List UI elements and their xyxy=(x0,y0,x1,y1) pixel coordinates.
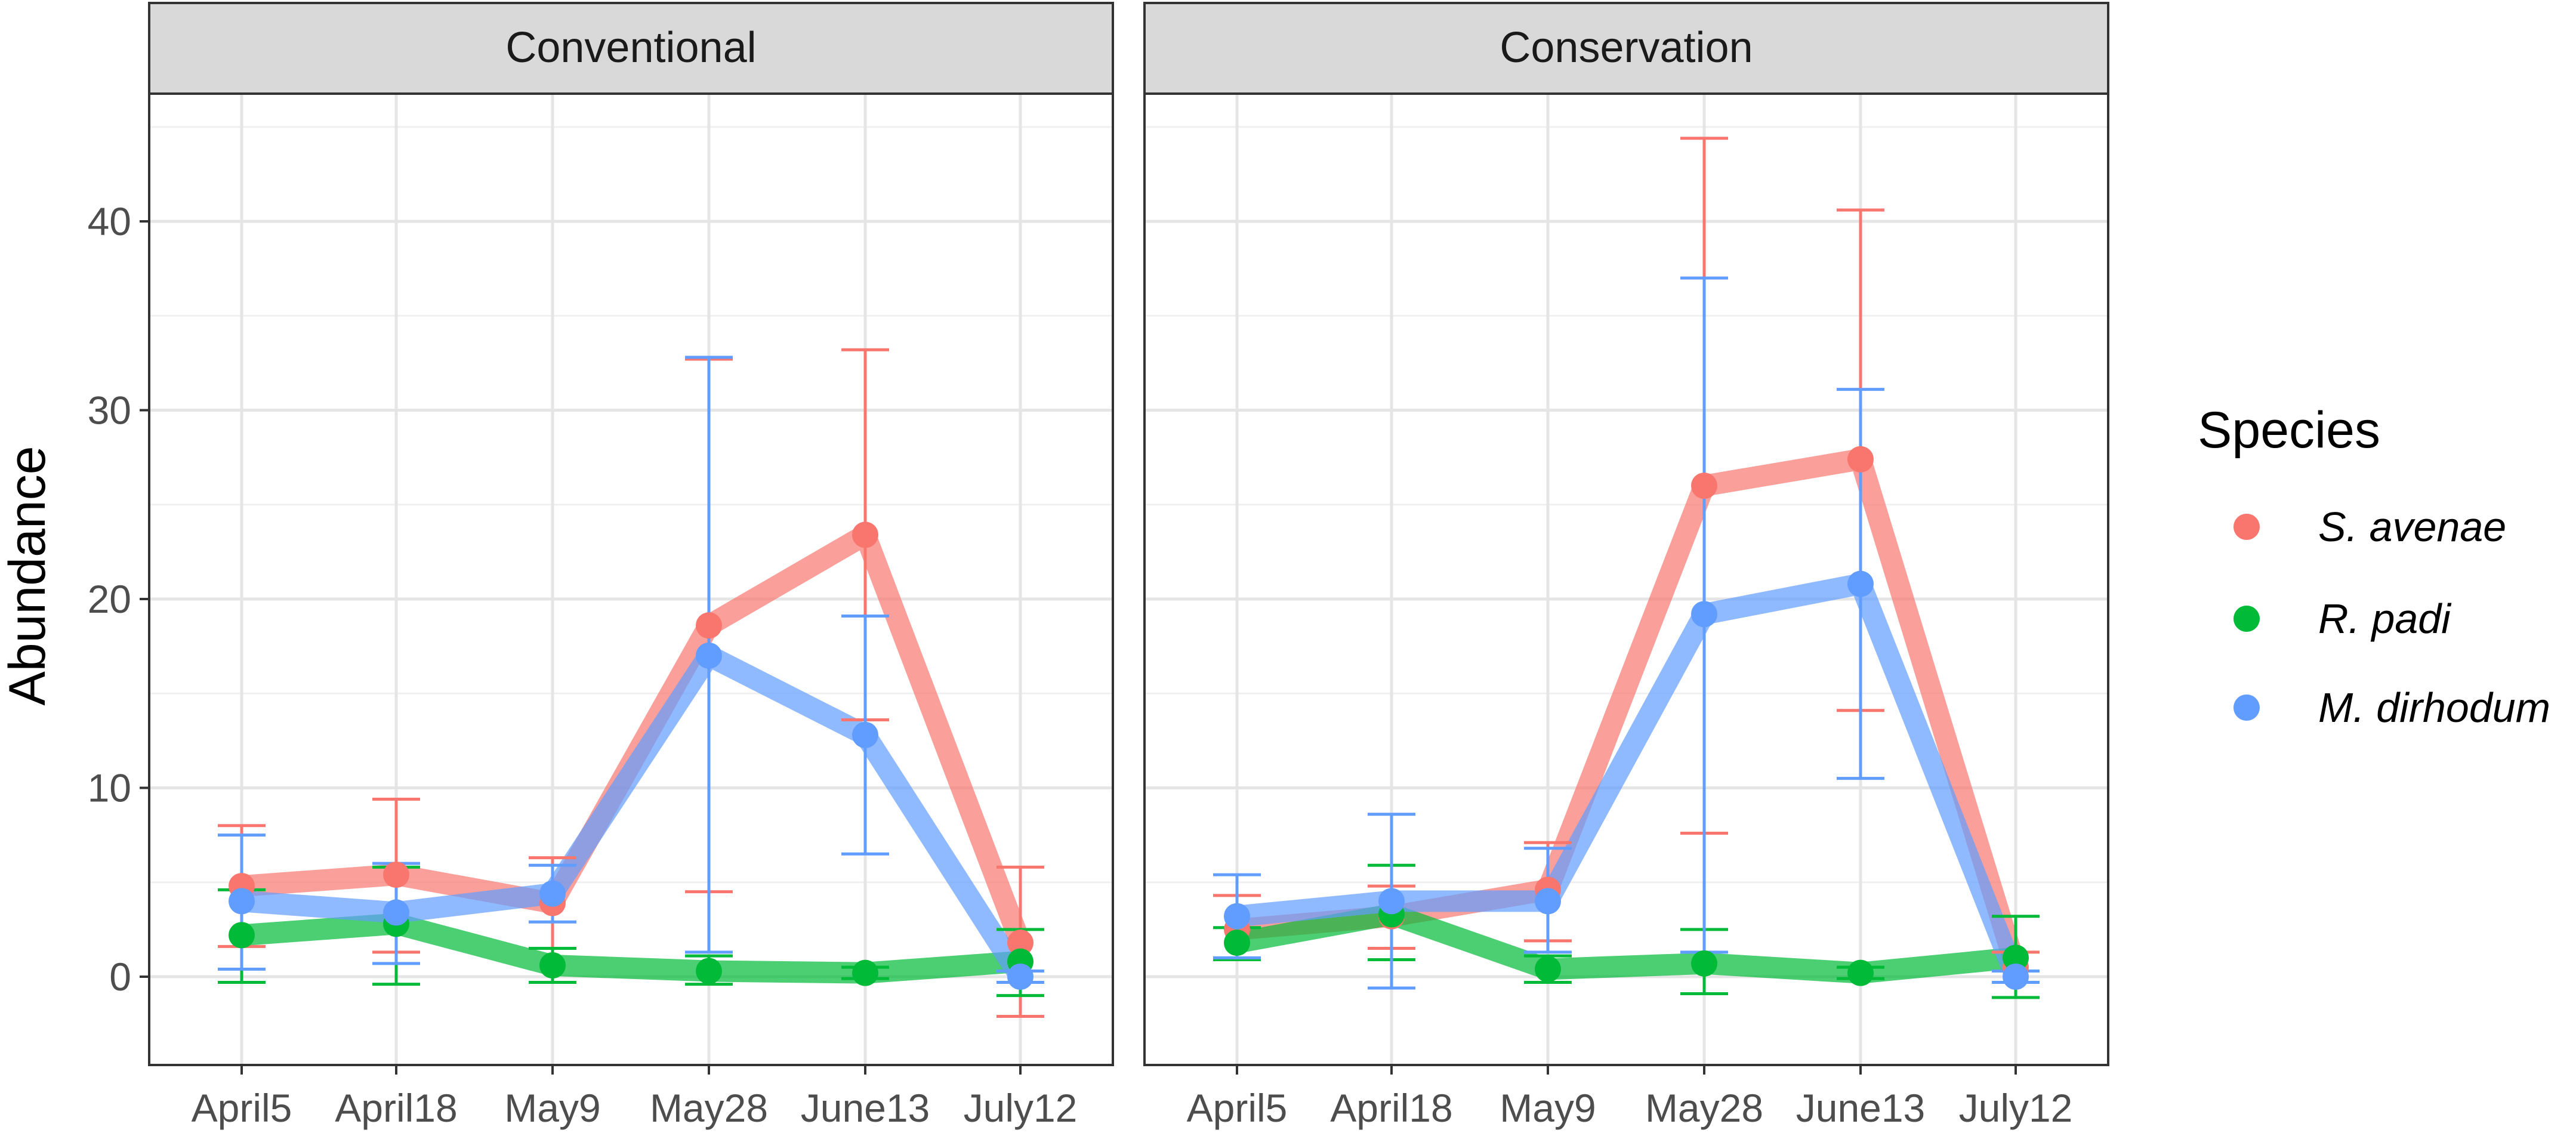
panel-border xyxy=(1143,92,2109,1066)
series-line-m_dirhodum xyxy=(1236,573,2026,981)
y-tick-label: 0 xyxy=(109,955,131,999)
legend-label-m_dirhodum: M. dirhodum xyxy=(2318,684,2550,731)
point-m_dirhodum xyxy=(383,899,409,926)
point-m_dirhodum xyxy=(229,888,255,915)
x-tick-label: April5 xyxy=(1187,1086,1288,1130)
panel-conventional: Conventional April5 April18 May9 May28 June13… xyxy=(88,2,1114,1130)
legend-key-m_dirhodum xyxy=(2233,694,2260,721)
x-tick-label: July12 xyxy=(964,1086,1078,1130)
legend: Species S. avenae R. padi M. dirhodum xyxy=(2198,402,2550,731)
x-tick-label: April5 xyxy=(192,1086,292,1130)
facet-strip-label: Conservation xyxy=(1500,24,1753,72)
point-r_padi xyxy=(1224,930,1250,956)
point-r_padi xyxy=(1847,959,1874,986)
point-m_dirhodum xyxy=(852,721,878,748)
point-r_padi xyxy=(1691,950,1717,977)
x-tick-label: May9 xyxy=(504,1086,600,1130)
point-m_dirhodum xyxy=(696,642,722,669)
y-tick-label: 20 xyxy=(88,577,131,621)
legend-key-r_padi xyxy=(2233,606,2260,632)
legend-label-r_padi: R. padi xyxy=(2318,595,2452,642)
facet-panels: Conventional April5 April18 May9 May28 June13… xyxy=(88,2,2109,1130)
x-tick-label: June13 xyxy=(801,1086,930,1130)
y-tick-label: 40 xyxy=(88,199,131,243)
point-m_dirhodum xyxy=(1378,888,1405,915)
panel-conservation: Conservation April5 April18 May9 May28 June13… xyxy=(1143,2,2109,1130)
x-tick-label: June13 xyxy=(1796,1086,1926,1130)
point-m_dirhodum xyxy=(2003,964,2029,990)
point-r_padi xyxy=(852,959,878,986)
series-line-m_dirhodum xyxy=(240,644,1030,983)
legend-label-s_avenae: S. avenae xyxy=(2318,504,2506,550)
point-r_padi xyxy=(539,952,566,979)
point-r_padi xyxy=(229,922,255,949)
point-s_avenae xyxy=(696,612,722,639)
y-tick-label: 10 xyxy=(88,766,131,810)
x-tick-label: July12 xyxy=(1959,1086,2073,1130)
point-s_avenae xyxy=(383,862,409,888)
point-s_avenae xyxy=(852,521,878,548)
legend-key-s_avenae xyxy=(2233,514,2260,540)
point-s_avenae xyxy=(1847,446,1874,473)
point-s_avenae xyxy=(1691,473,1717,499)
x-tick-label: May28 xyxy=(1645,1086,1763,1130)
point-r_padi xyxy=(696,958,722,984)
panel-border xyxy=(148,92,1114,1066)
facet-strip xyxy=(1143,2,2109,95)
y-tick-label: 30 xyxy=(88,388,131,433)
facet-strip-label: Conventional xyxy=(505,24,756,72)
x-tick-label: April18 xyxy=(1330,1086,1452,1130)
point-r_padi xyxy=(2003,944,2029,971)
x-tick-label: May28 xyxy=(650,1086,768,1130)
point-r_padi xyxy=(1535,956,1561,983)
point-m_dirhodum xyxy=(1535,888,1561,915)
point-m_dirhodum xyxy=(539,880,566,907)
legend-title: Species xyxy=(2198,402,2380,459)
point-m_dirhodum xyxy=(1847,570,1874,597)
point-m_dirhodum xyxy=(1691,601,1717,628)
x-tick-label: May9 xyxy=(1500,1086,1596,1130)
plot-background xyxy=(149,94,1113,1065)
series-line-r_padi xyxy=(240,913,1022,984)
series-line-r_padi xyxy=(1235,903,2017,984)
y-axis-title: Abundance xyxy=(0,446,56,705)
x-tick-label: April18 xyxy=(335,1086,457,1130)
point-m_dirhodum xyxy=(1224,903,1250,930)
point-m_dirhodum xyxy=(1007,964,1034,990)
point-s_avenae xyxy=(1007,930,1034,956)
